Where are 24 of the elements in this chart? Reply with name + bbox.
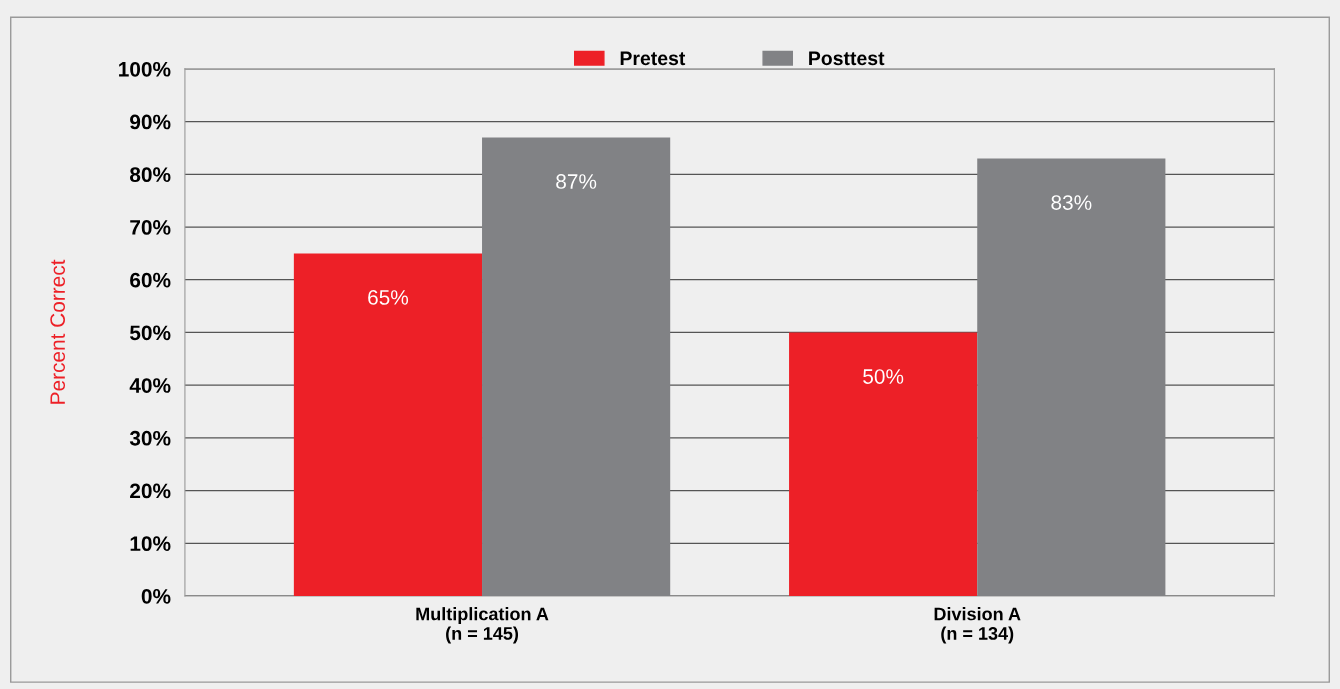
y-tick-label: 30%: [129, 430, 171, 446]
y-tick-label: 60%: [130, 272, 171, 288]
x-tick-label: Multiplication A (n = 145): [416, 607, 549, 644]
bar: [482, 137, 671, 596]
y-tick-label: 40%: [129, 378, 171, 393]
legend-label: Pretest: [620, 51, 686, 66]
text: 83%: [1051, 195, 1092, 210]
y-tick-label: 0%: [141, 588, 171, 604]
y-tick-label: 80%: [130, 167, 171, 183]
y-tick-label: 90%: [130, 114, 171, 130]
y-tick-label: 100%: [119, 61, 171, 77]
y-axis-title: Percent Correct: [50, 259, 66, 404]
y-tick-label: 50%: [129, 325, 171, 341]
y-tick-label: 10%: [130, 536, 171, 552]
x-tick-label: Division A (n = 134): [934, 607, 1021, 644]
y-tick-label: 20%: [130, 483, 171, 499]
y-tick-label: 70%: [130, 220, 171, 235]
text: 50%: [863, 369, 904, 384]
bar: [293, 253, 483, 596]
text: 65%: [368, 290, 409, 305]
text: 87%: [556, 174, 597, 189]
bar: [977, 158, 1166, 596]
legend-label: Posttest: [809, 51, 885, 66]
bar: [789, 332, 978, 596]
